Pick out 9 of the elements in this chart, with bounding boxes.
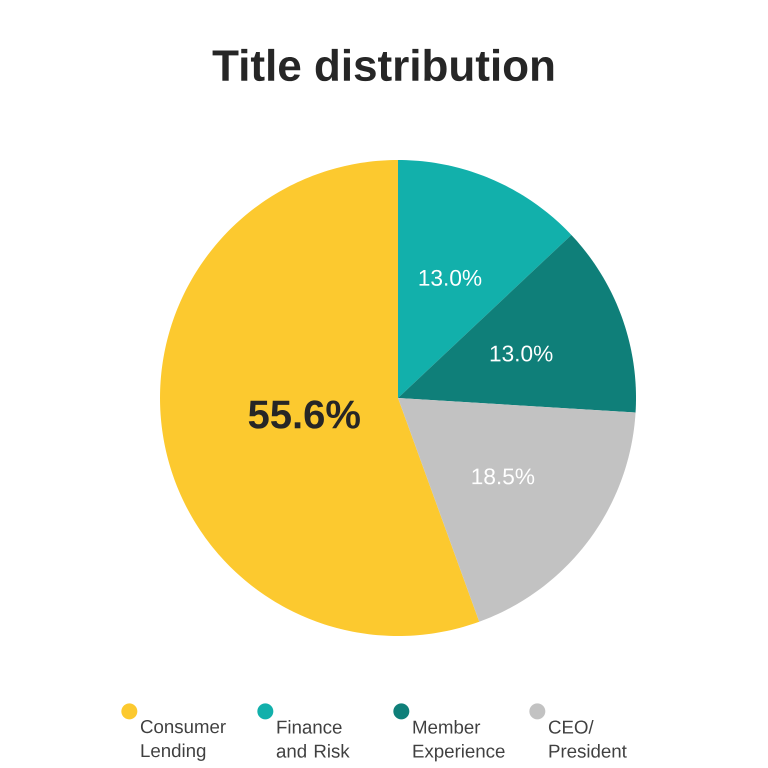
data-label: 13.0% [490, 345, 552, 362]
legend-label: Member Experience [414, 720, 505, 762]
legend-label: CEO/ President [548, 720, 627, 758]
legend-label: Consumer Lending [140, 720, 226, 761]
data-label: 13.0% [420, 270, 482, 286]
data-label: 55.6% [248, 400, 360, 429]
chart-title: Title distribution [212, 48, 554, 82]
legend-label: Finance and Risk [276, 720, 350, 758]
data-label: 18.5% [472, 468, 534, 484]
